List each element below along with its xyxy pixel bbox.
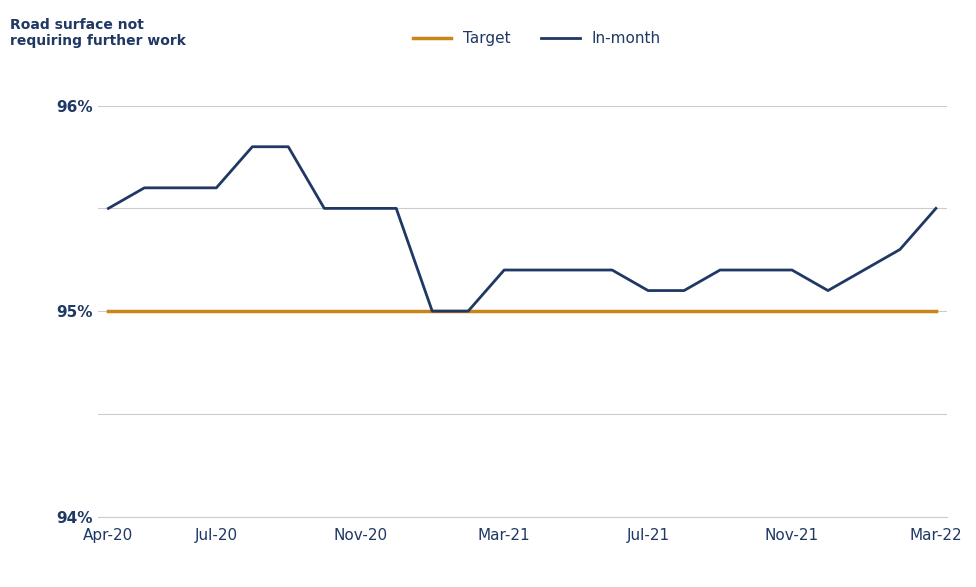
Target — [247, 308, 259, 315]
Target — [534, 308, 546, 315]
Line: In-month: In-month — [108, 147, 936, 311]
In-month — [570, 266, 582, 274]
In-month — [786, 266, 797, 274]
In-month — [930, 205, 942, 212]
In-month — [858, 266, 870, 274]
In-month — [282, 143, 294, 150]
Target — [499, 308, 510, 315]
In-month — [678, 287, 690, 294]
In-month — [390, 205, 402, 212]
In-month — [463, 308, 474, 315]
Target — [175, 308, 186, 315]
Target — [822, 308, 834, 315]
In-month — [139, 184, 150, 191]
Target — [606, 308, 618, 315]
Target — [282, 308, 294, 315]
Target — [642, 308, 654, 315]
Target — [390, 308, 402, 315]
In-month — [102, 205, 114, 212]
Target — [894, 308, 906, 315]
Legend: Target, In-month: Target, In-month — [407, 25, 667, 52]
Target — [102, 308, 114, 315]
In-month — [534, 266, 546, 274]
Target — [139, 308, 150, 315]
Target — [427, 308, 438, 315]
In-month — [427, 308, 438, 315]
Target — [570, 308, 582, 315]
In-month — [606, 266, 618, 274]
In-month — [822, 287, 834, 294]
Target — [354, 308, 366, 315]
Target — [858, 308, 870, 315]
Text: Road surface not
requiring further work: Road surface not requiring further work — [10, 18, 185, 48]
In-month — [211, 184, 223, 191]
In-month — [714, 266, 726, 274]
In-month — [175, 184, 186, 191]
Target — [678, 308, 690, 315]
Target — [714, 308, 726, 315]
In-month — [318, 205, 330, 212]
In-month — [751, 266, 762, 274]
In-month — [354, 205, 366, 212]
Target — [751, 308, 762, 315]
In-month — [894, 246, 906, 253]
In-month — [499, 266, 510, 274]
In-month — [642, 287, 654, 294]
Target — [786, 308, 797, 315]
Target — [211, 308, 223, 315]
Target — [318, 308, 330, 315]
Target — [463, 308, 474, 315]
Target — [930, 308, 942, 315]
In-month — [247, 143, 259, 150]
